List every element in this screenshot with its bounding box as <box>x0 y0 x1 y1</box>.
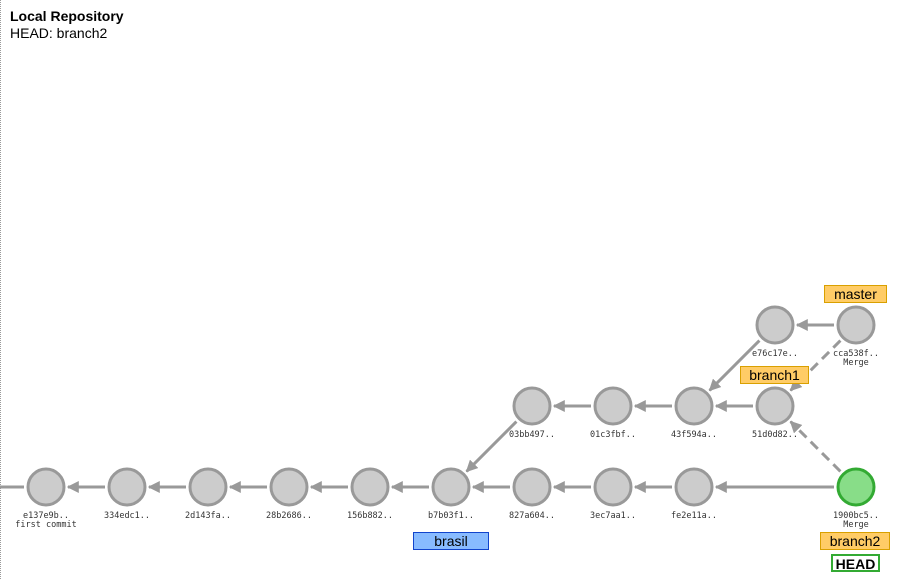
commit-hash-label: fe2e11a.. <box>671 511 717 521</box>
commit-node[interactable]: 827a604.. <box>509 467 555 521</box>
head-commit-circle[interactable] <box>836 467 876 507</box>
branch-tag-master[interactable]: master <box>824 285 887 303</box>
commit-circle[interactable] <box>836 305 876 345</box>
commit-circle[interactable] <box>674 386 714 426</box>
commit-node[interactable]: 03bb497.. <box>509 386 555 440</box>
commit-edges <box>0 319 842 493</box>
commit-message-label: Merge <box>843 358 869 368</box>
head-tag[interactable]: HEAD <box>831 554 880 572</box>
commit-node[interactable]: 2d143fa.. <box>185 467 231 521</box>
commit-hash-label: 51d0d82.. <box>752 430 798 440</box>
commit-circle[interactable] <box>593 467 633 507</box>
commit-node[interactable]: 51d0d82.. <box>752 386 798 440</box>
commit-nodes: e137e9b..first commit 334edc1.. 2d143fa.. 2… <box>15 305 879 530</box>
commit-hash-label: 3ec7aa1.. <box>590 511 636 521</box>
commit-hash-label: 01c3fbf.. <box>590 430 636 440</box>
parent-edge <box>708 339 761 392</box>
commit-node[interactable]: e137e9b..first commit <box>15 467 77 530</box>
commit-circle[interactable] <box>350 467 390 507</box>
commit-hash-label: 03bb497.. <box>509 430 555 440</box>
commit-circle[interactable] <box>269 467 309 507</box>
commit-node[interactable]: 1900bc5..Merge <box>833 467 879 530</box>
commit-circle[interactable] <box>512 467 552 507</box>
commit-hash-label: 334edc1.. <box>104 511 150 521</box>
commit-circle[interactable] <box>593 386 633 426</box>
repository-header: Local Repository HEAD: branch2 <box>10 8 124 42</box>
branch-tag-branch2[interactable]: branch2 <box>820 532 890 550</box>
repository-title: Local Repository <box>10 8 124 24</box>
commit-node[interactable]: b7b03f1.. <box>428 467 474 521</box>
commit-message-label: Merge <box>843 520 869 530</box>
commit-message-label: first commit <box>15 520 76 530</box>
branch-tag-branch1[interactable]: branch1 <box>740 366 809 384</box>
parent-edge <box>465 420 518 473</box>
commit-node[interactable]: fe2e11a.. <box>671 467 717 521</box>
commit-node[interactable]: 3ec7aa1.. <box>590 467 636 521</box>
commit-node[interactable]: 28b2686.. <box>266 467 312 521</box>
commit-hash-label: 43f594a.. <box>671 430 717 440</box>
commit-hash-label: 1900bc5.. <box>833 511 879 521</box>
commit-circle[interactable] <box>674 467 714 507</box>
head-indicator: HEAD: branch2 <box>10 25 108 41</box>
commit-hash-label: cca538f.. <box>833 349 879 359</box>
commit-hash-label: b7b03f1.. <box>428 511 474 521</box>
merge-parent-edge <box>789 420 842 473</box>
commit-circle[interactable] <box>26 467 66 507</box>
commit-node[interactable]: cca538f..Merge <box>833 305 879 368</box>
commit-hash-label: 156b882.. <box>347 511 393 521</box>
commit-circle[interactable] <box>755 305 795 345</box>
merge-parent-edge <box>789 339 842 392</box>
panel-left-border <box>0 0 1 579</box>
commit-node[interactable]: 334edc1.. <box>104 467 150 521</box>
commit-circle[interactable] <box>431 467 471 507</box>
commit-circle[interactable] <box>188 467 228 507</box>
commit-hash-label: 28b2686.. <box>266 511 312 521</box>
commit-hash-label: 827a604.. <box>509 511 555 521</box>
commit-node[interactable]: e76c17e.. <box>752 305 798 359</box>
commit-hash-label: 2d143fa.. <box>185 511 231 521</box>
commit-circle[interactable] <box>107 467 147 507</box>
commit-hash-label: e137e9b.. <box>23 511 69 521</box>
commit-circle[interactable] <box>755 386 795 426</box>
commit-node[interactable]: 156b882.. <box>347 467 393 521</box>
commit-node[interactable]: 01c3fbf.. <box>590 386 636 440</box>
commit-circle[interactable] <box>512 386 552 426</box>
remote-tag-brasil[interactable]: brasil <box>413 532 489 550</box>
commit-node[interactable]: 43f594a.. <box>671 386 717 440</box>
commit-hash-label: e76c17e.. <box>752 349 798 359</box>
